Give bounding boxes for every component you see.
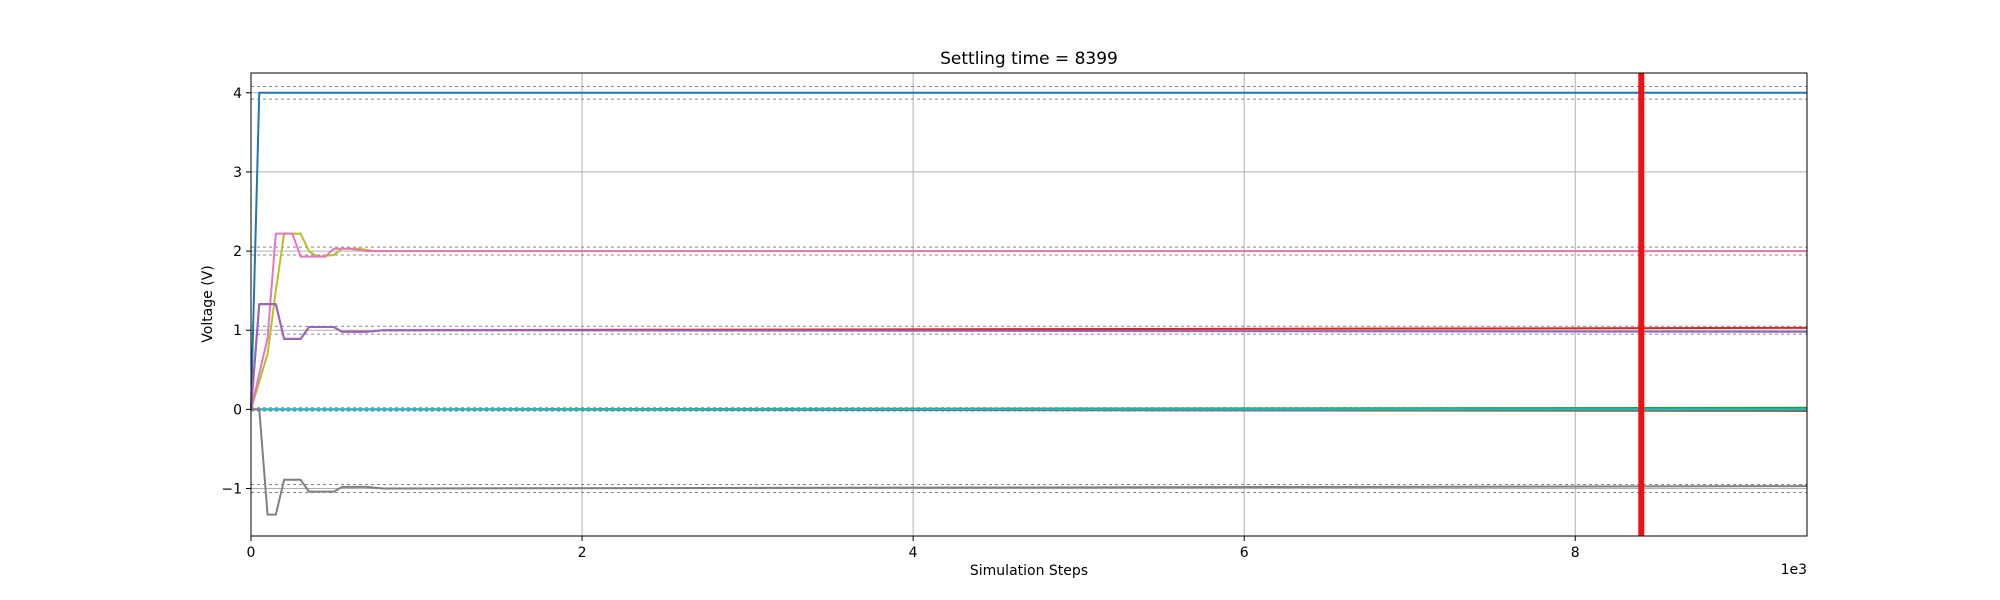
plot-frame [250, 72, 1808, 537]
grid-lines [250, 73, 1807, 536]
x-tick-label: 6 [1240, 545, 1249, 561]
y-tick-label: 4 [233, 86, 242, 102]
chart-title: Settling time = 8399 [940, 49, 1118, 69]
series-line [250, 303, 1808, 410]
series-lines [250, 91, 1808, 516]
tolerance-bands [251, 85, 1807, 493]
y-axis-label: Voltage (V) [200, 265, 216, 342]
series-line [250, 303, 1808, 410]
y-tick-label: −1 [221, 482, 242, 498]
series-line [250, 232, 1807, 410]
x-tick-label: 8 [1571, 545, 1580, 561]
x-tick-label: 2 [578, 545, 587, 561]
y-tick-label: 0 [233, 402, 242, 418]
y-tick-label: 1 [233, 323, 242, 339]
y-tick-label: 2 [233, 244, 242, 260]
y-tick-label: 3 [233, 165, 242, 181]
x-axis-label: Simulation Steps [970, 563, 1088, 579]
x-axis-ticks: 0 2 4 6 8 [247, 536, 1580, 561]
x-tick-label: 0 [247, 545, 256, 561]
y-axis-ticks: −1 0 1 2 3 4 [221, 86, 251, 498]
series-line [250, 91, 1807, 410]
x-axis-offset-label: 1e3 [1781, 562, 1807, 578]
series-line [251, 408, 1808, 516]
series-line [250, 232, 1807, 410]
x-tick-label: 4 [909, 545, 918, 561]
